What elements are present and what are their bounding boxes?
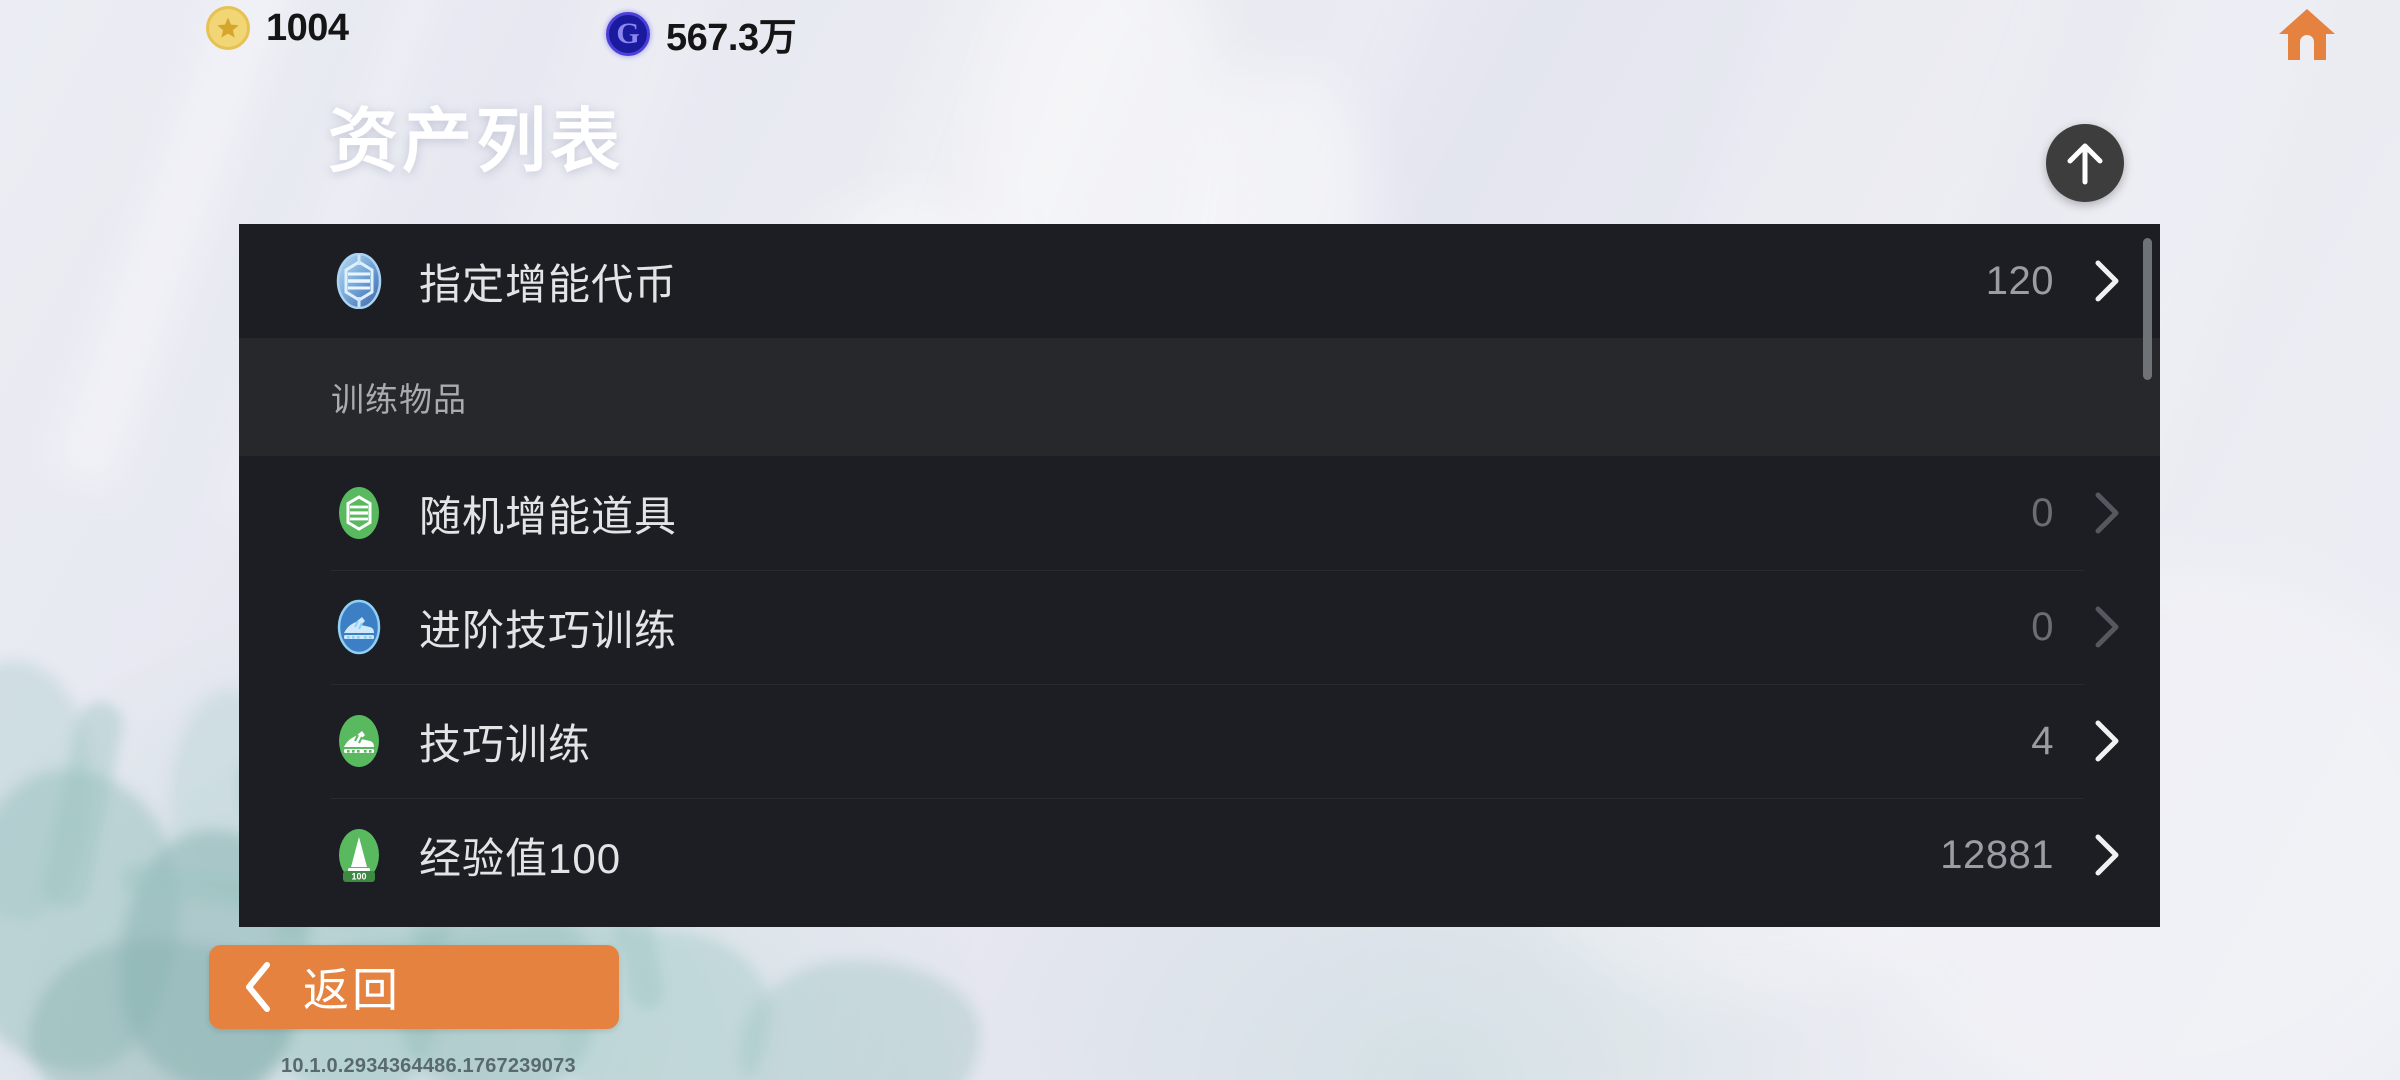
asset-list-scroll-content: 指定增能代币 120 训练物品: [239, 224, 2160, 912]
list-item[interactable]: 指定增能代币 120: [239, 224, 2160, 338]
skill-boot-icon: [331, 713, 387, 769]
exp-badge-text: 100: [351, 872, 366, 882]
version-text: 10.1.0.2934364486.1767239073: [281, 1055, 576, 1077]
back-button-label: 返回: [303, 964, 401, 1016]
list-item-value: 120: [1985, 258, 2054, 303]
currency-g-coin[interactable]: G 567.3万: [606, 6, 797, 61]
arrow-up-icon: [2067, 143, 2103, 185]
list-item[interactable]: 100 经验值100 12881: [239, 798, 2160, 912]
list-item-label: 进阶技巧训练: [419, 606, 678, 654]
list-item-label: 随机增能道具: [419, 492, 678, 540]
g-coin-glyph: G: [616, 16, 640, 50]
chevron-right-icon[interactable]: [2084, 832, 2130, 878]
list-item[interactable]: 技巧训练 4: [239, 684, 2160, 798]
exp-100-icon: 100: [331, 827, 387, 883]
g-coin-icon: G: [606, 11, 650, 56]
star-coin-value: 1004: [266, 6, 349, 49]
list-item-value: 0: [2031, 604, 2054, 649]
back-button[interactable]: 返回: [209, 945, 619, 1029]
list-item-label: 指定增能代币: [419, 260, 678, 308]
chevron-right-icon[interactable]: [2084, 490, 2130, 536]
page-title: 资产列表: [328, 102, 624, 180]
chevron-left-icon: [246, 962, 270, 1012]
currency-star-coin[interactable]: 1004: [206, 6, 349, 50]
scroll-to-top-button[interactable]: [2046, 124, 2124, 202]
chevron-right-icon[interactable]: [2084, 604, 2130, 650]
random-enhance-icon: [331, 485, 387, 541]
chevron-right-icon[interactable]: [2084, 718, 2130, 764]
advanced-skill-boot-icon: [331, 599, 387, 655]
home-icon: [2279, 9, 2335, 60]
star-coin-icon: [206, 6, 250, 50]
list-item[interactable]: 进阶技巧训练 0: [239, 570, 2160, 684]
list-section-header: 训练物品: [239, 338, 2160, 456]
home-button[interactable]: [2276, 6, 2338, 64]
list-scrollbar-thumb[interactable]: [2143, 238, 2152, 380]
list-item-value: 0: [2031, 490, 2054, 535]
list-item-label: 经验值100: [419, 834, 622, 882]
asset-list-panel[interactable]: 指定增能代币 120 训练物品: [239, 224, 2160, 927]
g-coin-value: 567.3万: [666, 17, 797, 59]
list-item-label: 技巧训练: [419, 720, 592, 768]
chevron-right-icon[interactable]: [2084, 258, 2130, 304]
top-status-bar: 1004 G 567.3万: [0, 0, 2400, 74]
list-section-label: 训练物品: [331, 381, 467, 418]
list-item[interactable]: 随机增能道具 0: [239, 456, 2160, 570]
list-item-value: 4: [2031, 718, 2054, 763]
enhance-token-icon: [331, 252, 387, 310]
list-item-value: 12881: [1940, 832, 2054, 877]
